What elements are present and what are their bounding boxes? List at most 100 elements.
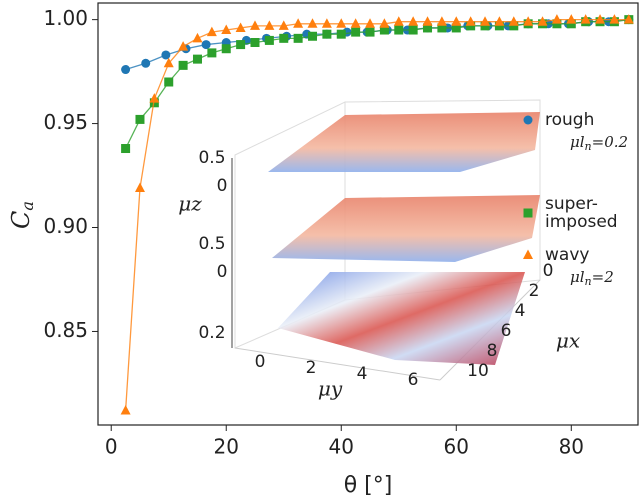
- inset-tick-label: 0.5: [198, 148, 225, 168]
- point: [221, 24, 232, 35]
- inset-tick-label: 0: [217, 176, 228, 196]
- point: [408, 25, 418, 35]
- point: [293, 33, 303, 43]
- y-tick-label: 0.95: [43, 110, 88, 134]
- point: [163, 57, 174, 68]
- inset-y-label: μy: [318, 377, 343, 401]
- text-part: μl: [570, 133, 585, 151]
- point: [393, 16, 404, 26]
- point: [408, 16, 419, 26]
- legend-label: rough: [545, 110, 594, 130]
- y-tick-label: 1.00: [43, 6, 88, 30]
- legend-marker: [523, 249, 533, 259]
- text-part: C: [7, 211, 35, 229]
- point: [206, 26, 217, 37]
- point: [437, 23, 447, 33]
- point: [508, 16, 519, 26]
- point: [551, 14, 562, 24]
- surface-rough: [268, 112, 540, 172]
- point: [436, 16, 447, 26]
- point: [322, 29, 332, 39]
- point: [351, 27, 361, 37]
- point: [192, 32, 203, 43]
- inset-tick-label: 10: [467, 361, 489, 381]
- text-part: =2: [592, 268, 614, 286]
- point: [278, 20, 289, 30]
- point: [149, 98, 159, 108]
- x-tick-label: 40: [329, 435, 354, 459]
- legend-marker: [523, 208, 533, 218]
- point: [178, 41, 189, 51]
- point: [379, 25, 389, 35]
- x-tick-label: 20: [214, 435, 239, 459]
- x-axis-label: θ [°]: [344, 473, 393, 498]
- point: [552, 19, 562, 29]
- inset-tick-label: 2: [529, 281, 540, 301]
- point: [264, 35, 274, 45]
- point: [134, 182, 145, 193]
- inset-tick-label: 2: [306, 358, 317, 378]
- legend-note: μln=2: [570, 268, 614, 288]
- inset-tick-label: 0: [543, 261, 554, 281]
- point: [308, 31, 318, 41]
- point: [336, 18, 347, 28]
- point: [121, 65, 131, 75]
- point: [350, 18, 361, 28]
- text-part: a: [18, 201, 37, 211]
- point: [336, 29, 346, 39]
- point: [321, 18, 332, 28]
- inset-x-label: μx: [556, 329, 580, 353]
- point: [423, 23, 433, 33]
- x-tick-label: 80: [559, 435, 584, 459]
- point: [566, 19, 576, 29]
- x-tick-label: 60: [444, 435, 469, 459]
- inset-z-label: μz: [178, 192, 202, 216]
- legend-label: wavy: [545, 245, 589, 265]
- point: [178, 60, 188, 70]
- text-part: μl: [570, 268, 585, 286]
- point: [566, 14, 577, 24]
- legend-note: μln=0.2: [570, 133, 628, 153]
- point: [422, 16, 433, 26]
- point: [207, 48, 217, 58]
- point: [221, 44, 231, 54]
- point: [192, 54, 202, 64]
- y-tick-label: 0.90: [43, 214, 88, 238]
- point: [480, 21, 490, 31]
- point: [149, 93, 160, 103]
- point: [451, 23, 461, 33]
- text-part: =0.2: [592, 133, 628, 151]
- point: [466, 21, 476, 31]
- point: [250, 37, 260, 47]
- point: [121, 144, 131, 154]
- plot-frame: [97, 2, 639, 426]
- y-tick-label: 0.85: [43, 318, 88, 342]
- y-axis-label: Ca: [7, 201, 37, 229]
- point: [164, 77, 174, 87]
- x-tick-label: 0: [105, 435, 118, 459]
- point: [135, 114, 145, 124]
- inset-tick-label: 4: [515, 301, 526, 321]
- legend-label: super-imposed: [545, 194, 618, 232]
- inset-tick-label: 6: [408, 370, 419, 390]
- inset-tick-label: 8: [487, 341, 498, 361]
- point: [595, 14, 606, 24]
- inset-tick-label: 6: [501, 321, 512, 341]
- point: [201, 40, 211, 50]
- inset-3d: [231, 99, 541, 381]
- point: [120, 404, 131, 415]
- point: [609, 14, 620, 24]
- point: [379, 18, 390, 28]
- inset-tick-label: 0.2: [198, 323, 225, 343]
- inset-tick-label: 0: [217, 262, 228, 282]
- point: [509, 21, 519, 31]
- point: [623, 14, 634, 24]
- inset-edge: [234, 347, 441, 381]
- inset-tick-label: 4: [357, 364, 368, 384]
- point: [236, 40, 246, 50]
- point: [365, 27, 375, 37]
- point: [451, 16, 462, 26]
- point: [494, 16, 505, 26]
- inset-tick-label: 0.5: [198, 234, 225, 254]
